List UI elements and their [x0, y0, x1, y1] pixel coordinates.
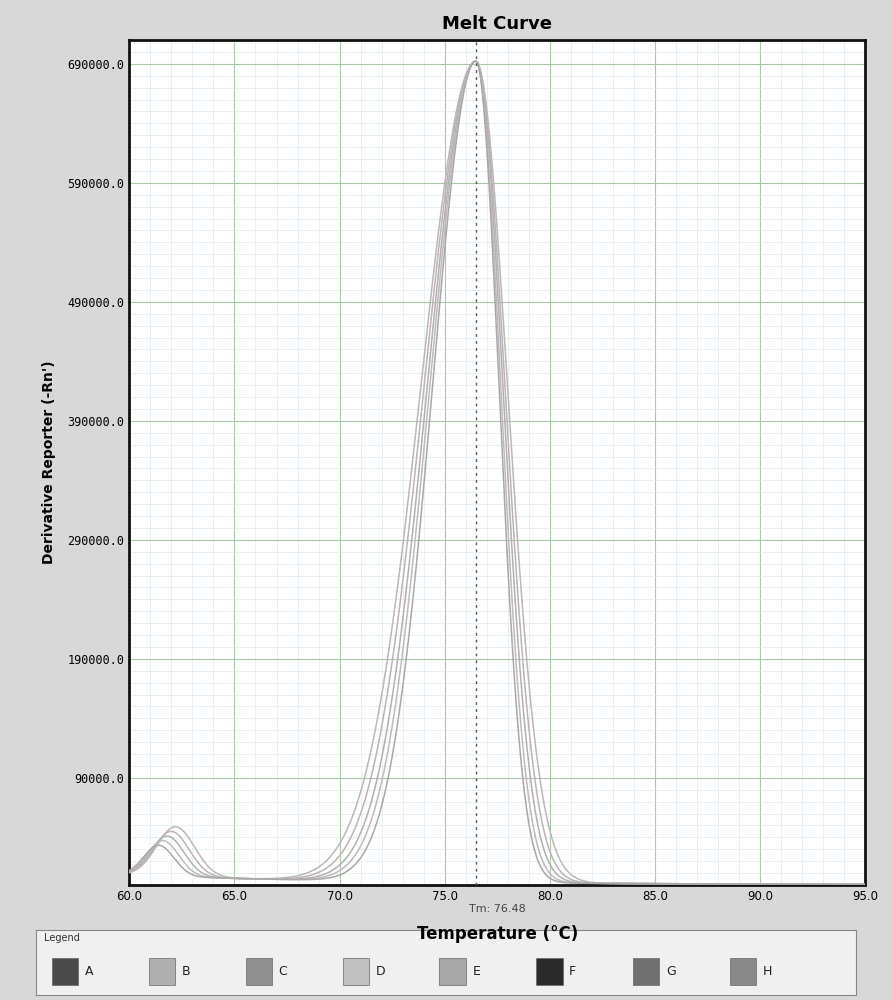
FancyBboxPatch shape: [343, 958, 369, 985]
FancyBboxPatch shape: [633, 958, 659, 985]
Text: D: D: [376, 965, 385, 978]
Title: Melt Curve: Melt Curve: [442, 15, 552, 33]
FancyBboxPatch shape: [536, 958, 563, 985]
Text: F: F: [569, 965, 576, 978]
Text: E: E: [472, 965, 480, 978]
FancyBboxPatch shape: [246, 958, 272, 985]
FancyBboxPatch shape: [730, 958, 756, 985]
Y-axis label: Derivative Reporter (-Rn'): Derivative Reporter (-Rn'): [42, 361, 56, 564]
FancyBboxPatch shape: [52, 958, 78, 985]
Text: Temperature (°C): Temperature (°C): [417, 925, 578, 943]
FancyBboxPatch shape: [440, 958, 466, 985]
Text: Legend: Legend: [44, 933, 79, 943]
Text: H: H: [763, 965, 772, 978]
FancyBboxPatch shape: [149, 958, 175, 985]
Text: A: A: [85, 965, 94, 978]
Text: B: B: [182, 965, 190, 978]
Text: C: C: [278, 965, 287, 978]
Text: Tm: 76.48: Tm: 76.48: [469, 904, 526, 914]
Text: G: G: [666, 965, 675, 978]
